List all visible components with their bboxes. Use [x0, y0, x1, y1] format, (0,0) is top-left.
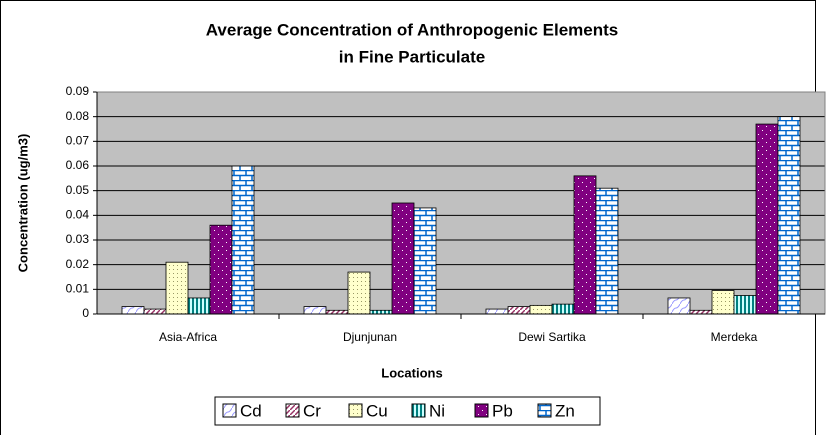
y-tick-label: 0.02 [66, 257, 90, 271]
bar [689, 309, 713, 315]
bar [369, 309, 393, 315]
y-tick-label: 0.08 [66, 109, 90, 123]
y-tick-label: 0.03 [66, 232, 90, 246]
legend-swatch [474, 403, 489, 418]
legend-label: Pb [492, 401, 513, 420]
y-tick-label: 0.04 [66, 208, 90, 222]
bar [325, 309, 349, 315]
bar [413, 207, 437, 315]
legend-swatch [285, 403, 300, 418]
bar [573, 175, 597, 315]
bar [143, 308, 167, 315]
bar [755, 123, 779, 315]
legend-swatch [348, 403, 363, 418]
legend-swatch [411, 403, 426, 418]
legend-label: Cd [240, 401, 262, 420]
y-tick-label: 0.05 [66, 183, 90, 197]
bar [777, 116, 801, 315]
legend [214, 396, 601, 426]
bar [595, 187, 619, 315]
bar [507, 306, 531, 315]
x-tick-label: Merdeka [711, 330, 758, 344]
bar [551, 303, 575, 315]
chart-title: Average Concentration of Anthropogenic E… [206, 20, 618, 39]
x-axis-title: Locations [381, 365, 442, 380]
bar [667, 297, 691, 315]
y-tick-label: 0 [82, 306, 89, 320]
bar [347, 271, 371, 315]
bar [121, 306, 145, 315]
bar [209, 224, 233, 315]
x-tick-label: Djunjunan [343, 330, 397, 344]
y-tick-label: 0.01 [66, 282, 90, 296]
legend-label: Ni [429, 401, 445, 420]
legend-swatch [222, 403, 237, 418]
y-axis-title: Concentration (ug/m3) [15, 134, 30, 273]
bar [485, 308, 509, 315]
bar [165, 261, 189, 315]
bar [391, 202, 415, 315]
y-tick-label: 0.06 [66, 158, 90, 172]
legend-label: Cr [303, 401, 321, 420]
bar [733, 295, 757, 315]
x-tick-label: Dewi Sartika [518, 330, 586, 344]
y-tick-label: 0.07 [66, 134, 90, 148]
plot-area [97, 92, 825, 314]
legend-label: Zn [555, 401, 575, 420]
bar [303, 306, 327, 315]
bar [711, 290, 735, 315]
bar [187, 297, 211, 315]
bar [231, 165, 255, 315]
x-tick-label: Asia-Africa [159, 330, 217, 344]
legend-swatch [537, 403, 552, 418]
y-tick-label: 0.09 [66, 84, 90, 98]
bar [529, 304, 553, 315]
legend-label: Cu [366, 401, 388, 420]
chart-title: in Fine Particulate [339, 47, 485, 66]
